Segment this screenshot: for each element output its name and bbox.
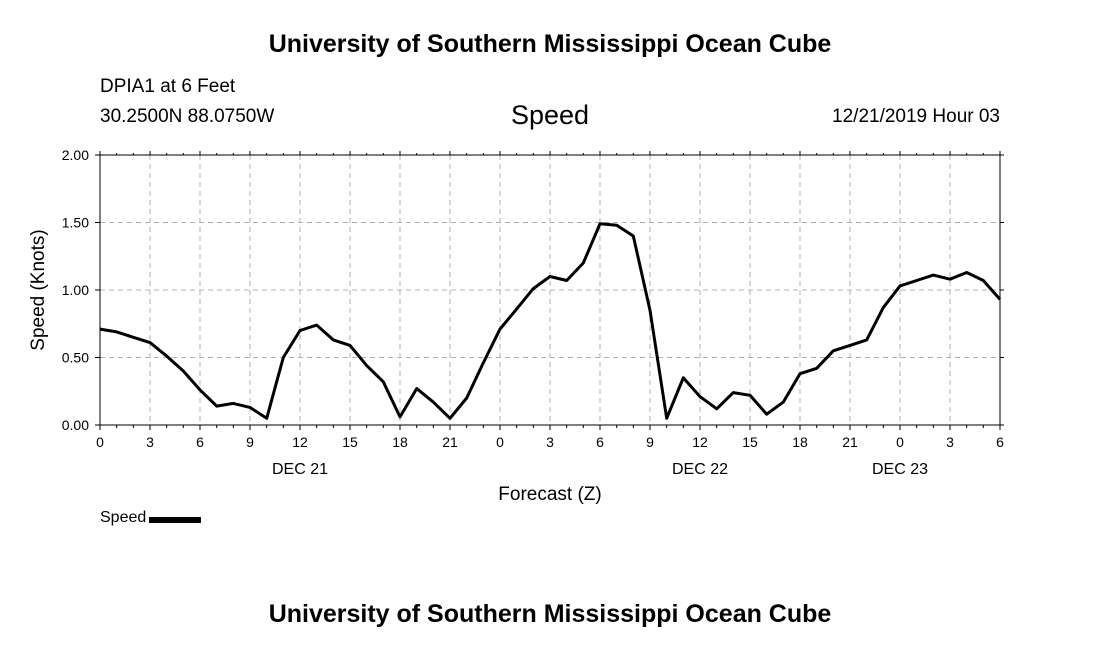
date-label: DEC 23 bbox=[872, 461, 928, 478]
x-tick-label: 3 bbox=[146, 434, 154, 450]
x-tick-label: 0 bbox=[896, 434, 904, 450]
x-tick-label: 9 bbox=[646, 434, 654, 450]
x-tick-label: 0 bbox=[96, 434, 104, 450]
x-tick-label: 18 bbox=[392, 434, 408, 450]
y-tick-label: 1.00 bbox=[62, 282, 89, 298]
x-tick-label: 3 bbox=[946, 434, 954, 450]
forecast-datetime: 12/21/2019 Hour 03 bbox=[832, 106, 1000, 127]
x-tick-label: 15 bbox=[342, 434, 358, 450]
legend-swatch bbox=[149, 517, 202, 523]
footer-title: University of Southern Mississippi Ocean… bbox=[268, 600, 832, 628]
y-tick-label: 0.00 bbox=[62, 417, 89, 433]
x-tick-label: 15 bbox=[742, 434, 758, 450]
x-tick-label: 6 bbox=[196, 434, 204, 450]
x-tick-label: 12 bbox=[692, 434, 708, 450]
speed-series-line bbox=[99, 222, 1002, 420]
header-title: University of Southern Mississippi Ocean… bbox=[268, 30, 832, 58]
x-tick-label: 6 bbox=[596, 434, 604, 450]
coordinates-label: 30.2500N 88.0750W bbox=[100, 106, 275, 127]
y-tick-label: 2.00 bbox=[62, 147, 89, 163]
y-tick-label: 0.50 bbox=[62, 350, 89, 366]
date-label: DEC 22 bbox=[672, 461, 728, 478]
x-tick-label: 21 bbox=[842, 434, 858, 450]
x-tick-label: 6 bbox=[996, 434, 1004, 450]
x-tick-label: 9 bbox=[246, 434, 254, 450]
x-tick-label: 0 bbox=[496, 434, 504, 450]
y-tick-label: 1.50 bbox=[62, 215, 89, 231]
x-tick-label: 21 bbox=[442, 434, 458, 450]
legend: Speed bbox=[100, 509, 202, 527]
y-axis-label: Speed (Knots) bbox=[28, 229, 49, 350]
chart-title: Speed bbox=[510, 100, 590, 130]
date-label: DEC 21 bbox=[272, 461, 328, 478]
series-layer bbox=[99, 222, 1002, 420]
station-label: DPIA1 at 6 Feet bbox=[100, 76, 236, 97]
x-tick-label: 18 bbox=[792, 434, 808, 450]
x-tick-label: 3 bbox=[546, 434, 554, 450]
x-axis-label: Forecast (Z) bbox=[498, 484, 601, 505]
axis-ticks: 0.00 0.50 1.00 1.50 2.00 0 3 6 9 12 15 18 21 0 3 6 9 12 15… bbox=[62, 147, 1004, 478]
grid-lines bbox=[100, 155, 1000, 425]
x-tick-label: 12 bbox=[292, 434, 308, 450]
legend-label: Speed bbox=[100, 509, 147, 526]
